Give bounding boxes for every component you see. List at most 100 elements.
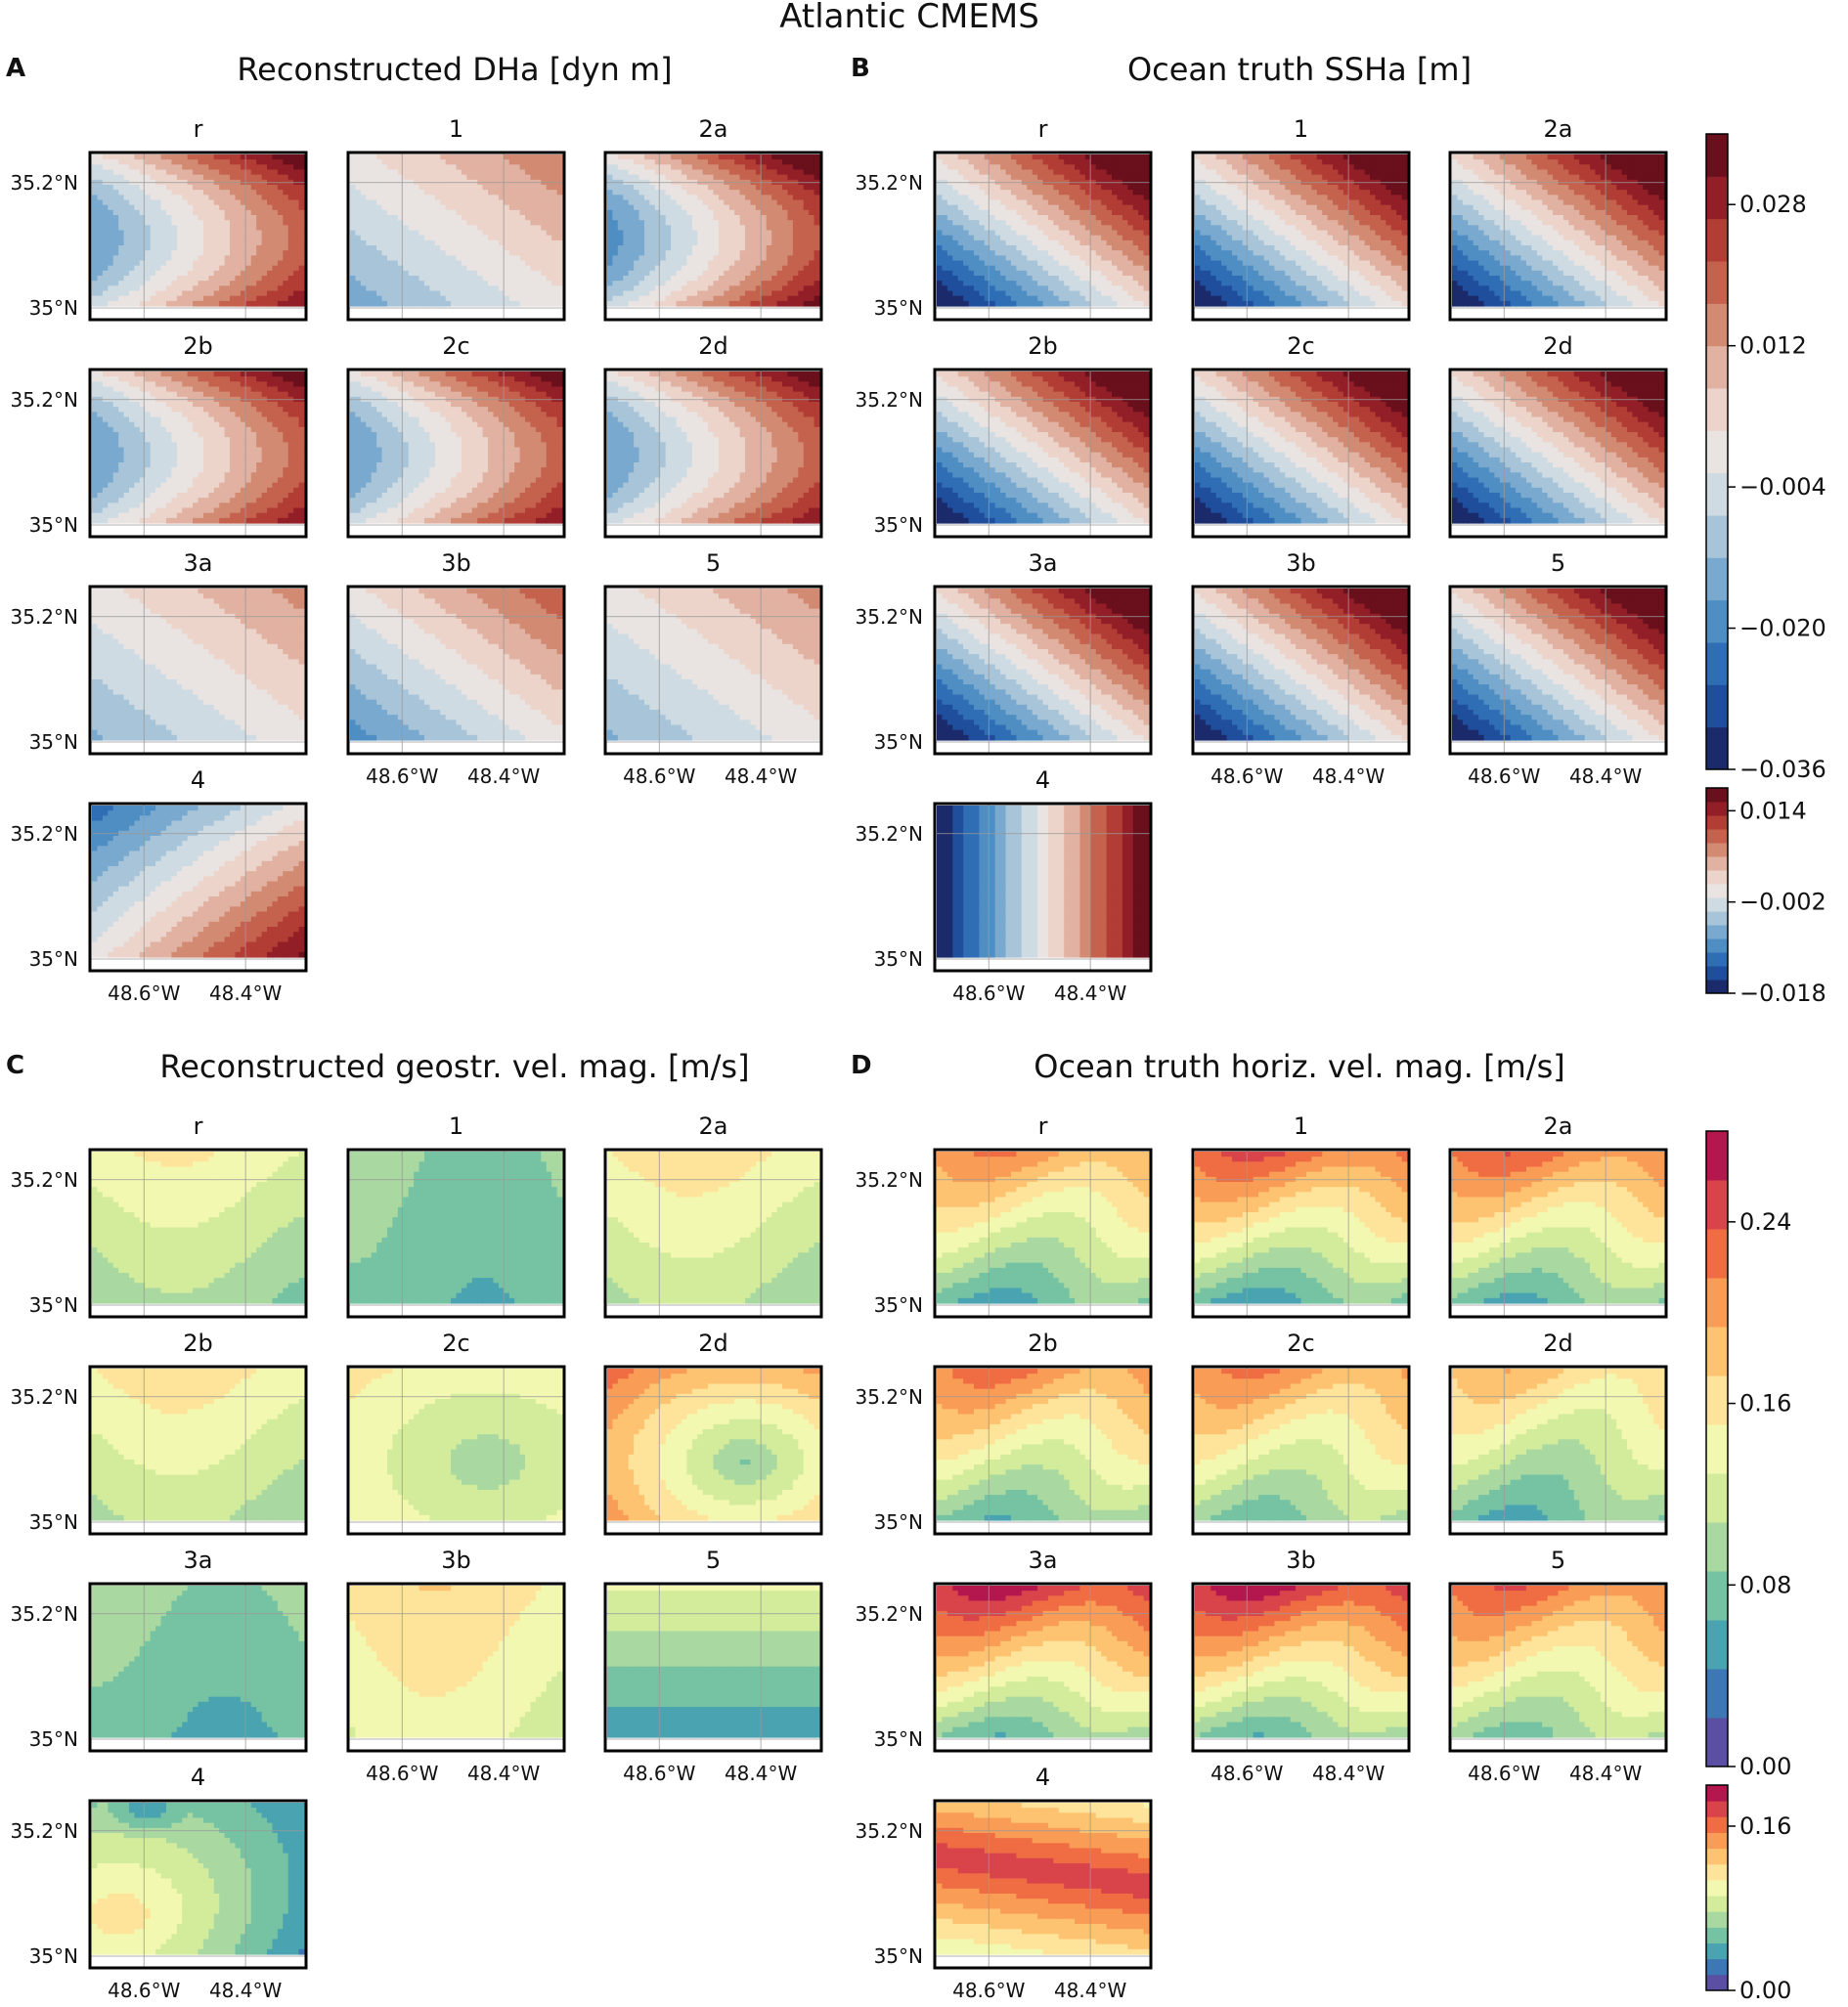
panel-letter: A (6, 54, 25, 83)
contour-cell (134, 231, 140, 237)
contour-cell (214, 200, 220, 206)
contour-cell (103, 190, 109, 196)
contour-cell (129, 190, 135, 196)
contour-cell (171, 159, 177, 165)
contour-cell (151, 154, 156, 160)
contour-cell (140, 190, 146, 196)
contour-cell (113, 159, 119, 165)
contour-cell (299, 175, 305, 181)
contour-cell (124, 205, 130, 211)
contour-cell (225, 225, 231, 231)
contour-cell (214, 231, 220, 237)
contour-cell (288, 200, 294, 206)
contour-cell (278, 154, 284, 160)
contour-cell (108, 215, 113, 221)
contour-cell (293, 215, 299, 221)
contour-cell (161, 175, 167, 181)
contour-cell (214, 164, 220, 170)
contour-cell (118, 210, 124, 216)
contour-cell (208, 231, 214, 237)
contour-cell (208, 215, 214, 221)
contour-cell (225, 185, 231, 191)
contour-cell (155, 195, 161, 200)
contour-cell (219, 225, 225, 231)
contour-cell (193, 164, 198, 170)
contour-cell (245, 185, 251, 191)
contour-cell (140, 164, 146, 170)
contour-cell (230, 159, 236, 165)
contour-cell (267, 159, 273, 165)
contour-cell (124, 159, 130, 165)
contour-cell (155, 154, 161, 160)
contour-cell (198, 154, 204, 160)
contour-cell (299, 225, 305, 231)
contour-cell (161, 185, 167, 191)
figure-title: Atlantic CMEMS (779, 0, 1039, 36)
contour-cell (283, 170, 288, 176)
contour-cell (103, 210, 109, 216)
contour-cell (124, 185, 130, 191)
contour-cell (267, 154, 273, 160)
contour-cell (245, 225, 251, 231)
contour-cell (177, 190, 183, 196)
contour-cell (188, 185, 194, 191)
contour-cell (97, 159, 103, 165)
contour-cell (288, 195, 294, 200)
contour-cell (166, 220, 172, 226)
contour-cell (235, 210, 241, 216)
contour-cell (145, 154, 151, 160)
contour-cell (203, 175, 209, 181)
contour-cell (177, 170, 183, 176)
contour-cell (177, 225, 183, 231)
contour-cell (251, 154, 257, 160)
contour-cell (134, 170, 140, 176)
contour-cell (230, 195, 236, 200)
contour-cell (182, 220, 188, 226)
contour-cell (92, 231, 98, 237)
contour-cell (288, 164, 294, 170)
contour-cell (262, 175, 268, 181)
contour-cell (262, 210, 268, 216)
contour-cell (214, 225, 220, 231)
contour-cell (145, 170, 151, 176)
contour-cell (108, 170, 113, 176)
contour-cell (171, 205, 177, 211)
contour-cell (262, 200, 268, 206)
contour-cell (262, 154, 268, 160)
contour-cell (203, 225, 209, 231)
contour-cell (219, 215, 225, 221)
contour-cell (145, 210, 151, 216)
contour-cell (108, 200, 113, 206)
contour-cell (103, 170, 109, 176)
panel-A: A Reconstructed DHa [dyn m] (6, 51, 673, 88)
contour-cell (118, 170, 124, 176)
contour-cell (278, 210, 284, 216)
contour-cell (299, 220, 305, 226)
contour-cell (134, 220, 140, 226)
contour-cell (118, 231, 124, 237)
contour-cell (171, 225, 177, 231)
contour-cell (214, 185, 220, 191)
contour-cell (151, 190, 156, 196)
contour-cell (124, 195, 130, 200)
contour-cell (134, 185, 140, 191)
contour-cell (155, 190, 161, 196)
contour-cell (203, 231, 209, 237)
contour-cell (97, 164, 103, 170)
contour-cell (118, 215, 124, 221)
contour-cell (256, 210, 262, 216)
contour-cell (171, 175, 177, 181)
contour-cell (214, 205, 220, 211)
contour-cell (272, 159, 278, 165)
contour-cell (108, 185, 113, 191)
contour-cell (108, 225, 113, 231)
contour-cell (177, 185, 183, 191)
contour-cell (193, 225, 198, 231)
contour-cell (161, 190, 167, 196)
contour-cell (182, 190, 188, 196)
contour-cell (251, 170, 257, 176)
contour-cell (262, 215, 268, 221)
contour-cell (145, 195, 151, 200)
contour-cell (134, 175, 140, 181)
contour-cell (251, 164, 257, 170)
